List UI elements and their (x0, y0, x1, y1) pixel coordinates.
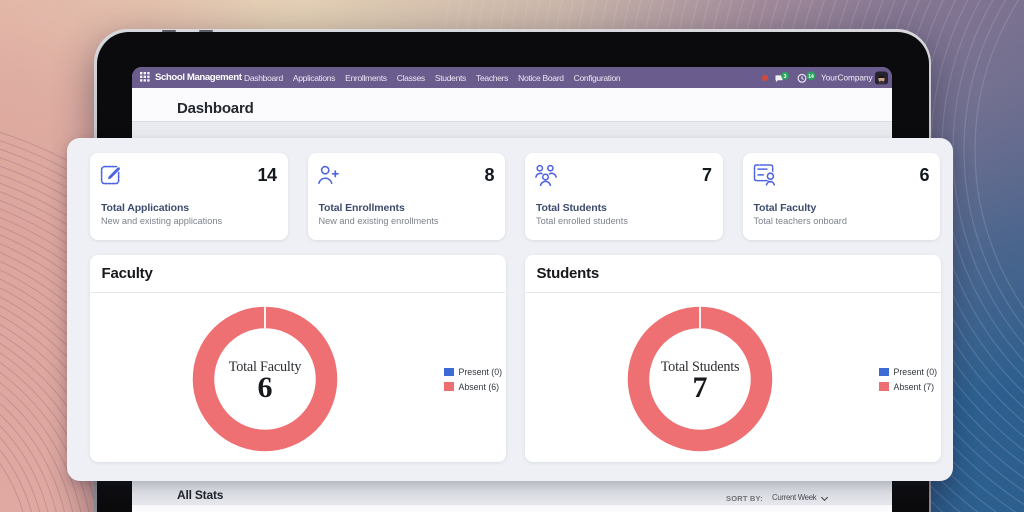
svg-text:3: 3 (783, 74, 786, 80)
svg-text:YourCompany: YourCompany (821, 74, 873, 83)
svg-text:14: 14 (808, 74, 814, 80)
